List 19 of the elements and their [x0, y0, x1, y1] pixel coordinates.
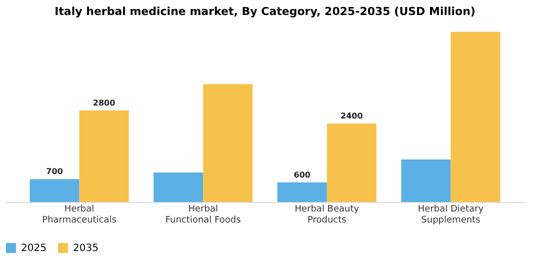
data-label: 2400 — [340, 111, 364, 120]
bar — [154, 172, 204, 202]
legend-label: 2035 — [73, 243, 98, 254]
data-label: 600 — [294, 170, 311, 180]
x-tick-label: Herbal Dietary Supplements — [418, 204, 484, 226]
bar — [450, 32, 500, 202]
bar — [203, 84, 253, 202]
bar — [401, 159, 451, 202]
chart-title: Italy herbal medicine market, By Category, 2025-2035 (USD Million) — [54, 4, 476, 18]
bar — [79, 110, 129, 202]
x-tick-label: Herbal Pharmaceuticals — [42, 204, 117, 226]
legend-label: 2025 — [21, 243, 46, 254]
data-label: 700 — [46, 167, 64, 176]
data-label: 2800 — [92, 98, 116, 108]
bar — [30, 179, 80, 202]
bar — [326, 123, 376, 202]
x-tick-label: Herbal Functional Foods — [165, 204, 242, 226]
x-tick-label: Herbal Beauty Products — [294, 204, 360, 226]
bar — [277, 182, 327, 202]
